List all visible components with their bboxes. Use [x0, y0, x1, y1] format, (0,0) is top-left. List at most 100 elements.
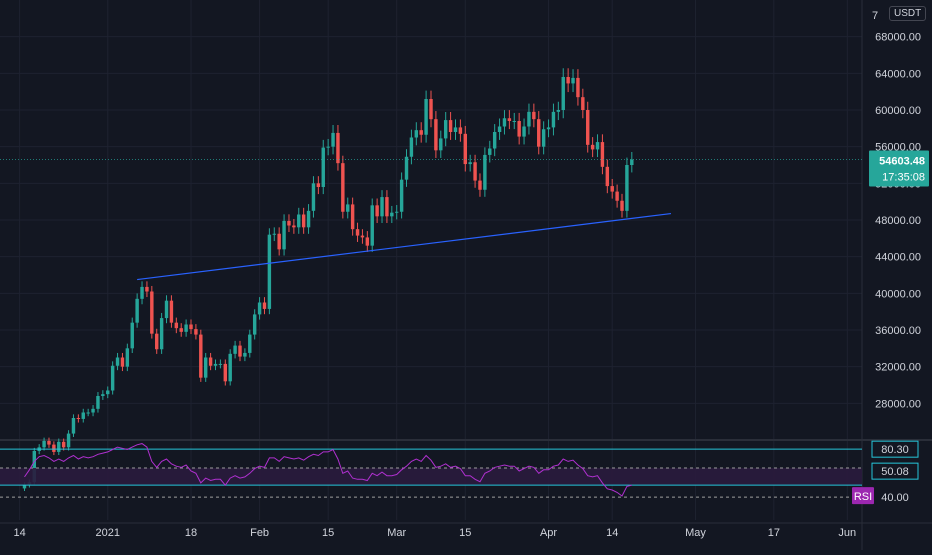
- price-tick-label-partial: 7: [872, 10, 878, 22]
- candle: [321, 147, 325, 187]
- candle: [399, 179, 404, 212]
- candle: [581, 97, 585, 110]
- currency-label[interactable]: USDT: [889, 6, 927, 21]
- candle: [341, 163, 345, 212]
- candle: [262, 302, 267, 309]
- candle: [120, 357, 125, 367]
- candle: [630, 159, 634, 165]
- candle: [316, 183, 321, 187]
- candle: [590, 144, 595, 150]
- candle: [600, 142, 605, 167]
- time-tick-label: Mar: [387, 527, 406, 539]
- candle: [439, 138, 443, 151]
- candle: [355, 229, 360, 236]
- candle: [199, 334, 203, 378]
- time-tick-label: Feb: [250, 527, 269, 539]
- candle: [566, 77, 570, 84]
- candle: [248, 334, 252, 353]
- time-tick-label: 14: [13, 527, 25, 539]
- candle: [561, 77, 565, 110]
- time-tick-label: Jun: [838, 527, 856, 539]
- price-tick-label: 28000.00: [875, 398, 921, 410]
- candle: [86, 412, 90, 414]
- candle: [375, 205, 379, 217]
- candle: [218, 363, 223, 365]
- candle: [96, 396, 100, 409]
- rsi-upper-label-box: [871, 440, 919, 458]
- candle: [130, 322, 134, 349]
- candle: [610, 186, 614, 192]
- candle: [586, 110, 590, 145]
- rsi-mid-label: 50.08: [881, 466, 909, 478]
- candle: [571, 77, 575, 84]
- candle: [61, 441, 66, 448]
- candle: [492, 132, 497, 149]
- candle: [106, 390, 110, 395]
- rsi-name-label: RSI: [854, 491, 872, 503]
- candle: [223, 363, 228, 382]
- candle: [208, 357, 213, 366]
- candle: [605, 166, 610, 187]
- time-tick-label: 2021: [96, 527, 120, 539]
- candle: [483, 154, 487, 190]
- time-tick-label: 18: [185, 527, 197, 539]
- candle: [115, 357, 120, 366]
- candle: [522, 126, 526, 137]
- candle: [473, 162, 477, 181]
- candle: [203, 357, 208, 378]
- time-tick-label: 15: [322, 527, 334, 539]
- candle: [414, 130, 419, 138]
- candle: [159, 318, 164, 350]
- rsi-name-badge: [852, 487, 874, 505]
- candle: [463, 133, 467, 165]
- candle: [512, 121, 516, 122]
- candle: [52, 444, 56, 452]
- candle: [140, 286, 144, 299]
- candle: [91, 408, 95, 413]
- candle: [502, 118, 507, 127]
- candle: [615, 191, 619, 201]
- candle: [257, 302, 262, 315]
- rsi-upper-label: 80.30: [881, 444, 909, 456]
- candle: [434, 119, 438, 151]
- candle: [395, 211, 399, 213]
- candle: [448, 120, 453, 132]
- candle: [551, 111, 556, 128]
- candle: [331, 132, 335, 147]
- candle: [409, 137, 414, 157]
- candle: [297, 214, 301, 228]
- price-tick-label: 68000.00: [875, 32, 921, 44]
- candle: [336, 132, 340, 164]
- candle: [326, 146, 330, 148]
- candle: [32, 451, 36, 483]
- candle: [125, 348, 130, 367]
- candle: [233, 345, 237, 354]
- candle: [42, 440, 46, 448]
- price-tick-label: 32000.00: [875, 362, 921, 374]
- candle: [311, 183, 316, 211]
- time-tick-label: May: [685, 527, 706, 539]
- price-tick-label: 60000.00: [875, 105, 921, 117]
- price-tick-label: 40000.00: [875, 288, 921, 300]
- rsi-line: [24, 443, 632, 497]
- candle: [71, 418, 76, 434]
- candle: [360, 235, 365, 238]
- candle: [380, 197, 384, 217]
- candle: [287, 220, 291, 226]
- candle: [22, 484, 27, 489]
- candle: [390, 212, 394, 217]
- candle: [47, 440, 51, 445]
- candle: [527, 111, 531, 127]
- candle: [556, 110, 561, 112]
- price-tick-label: 36000.00: [875, 325, 921, 337]
- candle: [507, 118, 512, 121]
- candle: [424, 99, 428, 135]
- rsi-band: [0, 467, 862, 486]
- candle: [189, 324, 193, 330]
- candle: [370, 205, 374, 246]
- candle: [346, 204, 350, 212]
- candle: [537, 119, 541, 147]
- time-tick-label: 14: [606, 527, 618, 539]
